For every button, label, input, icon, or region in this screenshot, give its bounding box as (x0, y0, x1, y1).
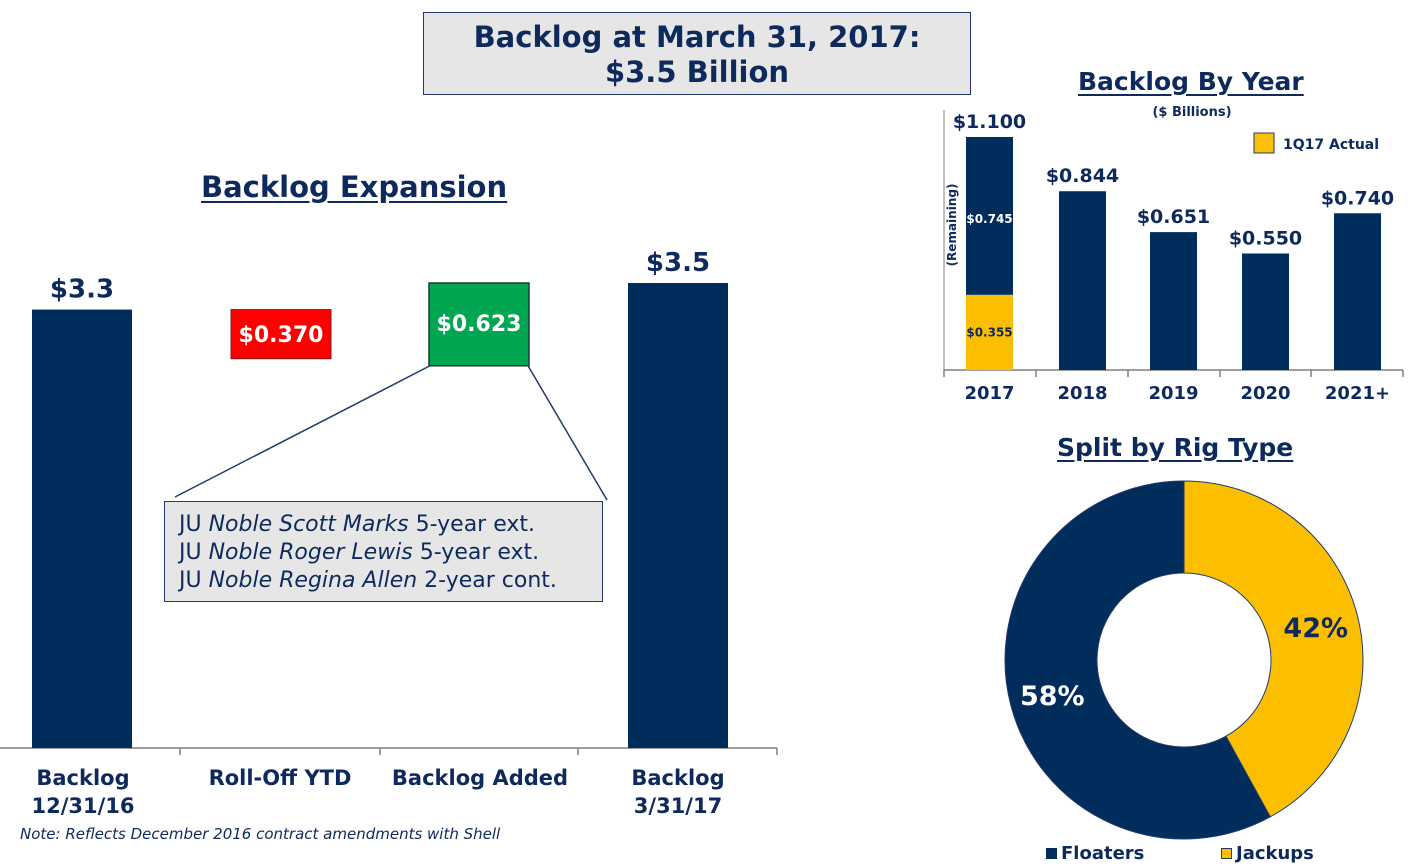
bar-segment-remaining (1334, 213, 1381, 370)
x-tick-label: 2020 (1240, 383, 1290, 404)
legend-swatch-1q17 (1253, 132, 1275, 154)
bar-segment-remaining (1242, 253, 1289, 370)
rig-name: Noble Regina Allen (208, 568, 418, 593)
side-axis-label: (Remaining) (945, 184, 959, 267)
bar-segment-remaining (966, 137, 1013, 295)
bar-roll-off (230, 309, 332, 360)
bar-segment-remaining (1059, 191, 1106, 370)
jackups-swatch (1221, 848, 1232, 859)
bar-total-label: $0.550 (1229, 228, 1302, 250)
bar-total-label: $0.651 (1137, 206, 1210, 228)
callout-leader-line (527, 365, 608, 501)
legend-label-1q17: 1Q17 Actual (1283, 137, 1379, 153)
bar-segment-remaining (1150, 232, 1197, 370)
page-title-line-2: $3.5 Billion (604, 55, 790, 89)
rig-type-donut-chart: 42% 58% (1004, 480, 1364, 840)
backlog-added-callout: JU Noble Scott Marks 5-year ext. JU Nobl… (164, 501, 603, 602)
waterfall-category-label: Backlog Added (391, 766, 569, 790)
bar-segment-label: $0.355 (966, 325, 1012, 339)
x-tick-label: 2017 (964, 383, 1014, 404)
legend-floaters: Floaters (1046, 843, 1144, 864)
legend-jackups: Jackups (1221, 843, 1314, 864)
page-title-box: Backlog at March 31, 2017: $3.5 Billion (423, 12, 971, 95)
backlog-by-year-title: Backlog By Year (1078, 67, 1304, 96)
waterfall-chart: $3.3 $0.370 $0.623 $3.5 (0, 248, 778, 755)
bar-backlog-start (32, 309, 132, 748)
bar-backlog-added (428, 282, 530, 367)
x-tick-label: 2019 (1148, 383, 1198, 404)
footnote: Note: Reflects December 2016 contract am… (20, 825, 501, 843)
bar-segment-1q17-actual (966, 294, 1013, 370)
bar-total-label: $1.100 (953, 111, 1026, 133)
donut-slice-floaters (1004, 480, 1271, 840)
bar-value-label: $3.3 (50, 275, 114, 305)
bar-segment-label: $0.745 (966, 212, 1012, 226)
callout-leader-line (174, 365, 431, 498)
waterfall-category-label: Backlog 12/31/16 (31, 766, 135, 818)
bar-value-label: $0.370 (239, 323, 324, 348)
callout-line: JU Noble Roger Lewis 5-year ext. (179, 540, 540, 565)
x-tick-label: 2021+ (1325, 383, 1390, 404)
bar-backlog-end (628, 283, 728, 748)
waterfall-chart-title: Backlog Expansion (201, 170, 508, 204)
bar-value-label: $0.623 (437, 312, 522, 337)
backlog-by-year-chart: ($ Billions) $0.355 $0.745 $1.100 2017 $0.844… (943, 105, 1404, 404)
bar-total-label: $0.844 (1046, 165, 1119, 187)
rig-name: Noble Scott Marks (208, 512, 409, 537)
donut-slice-label: 58% (1020, 681, 1085, 712)
donut-slice-jackups (1183, 480, 1364, 818)
x-tick-label: 2018 (1057, 383, 1107, 404)
donut-slice-label: 42% (1283, 613, 1348, 644)
callout-line: JU Noble Regina Allen 2-year cont. (179, 568, 557, 593)
bar-total-label: $0.740 (1321, 187, 1394, 209)
floaters-swatch (1046, 848, 1057, 859)
bar-value-label: $3.5 (646, 248, 710, 278)
chart-subtitle: ($ Billions) (1152, 105, 1231, 120)
rig-type-title: Split by Rig Type (1057, 433, 1294, 462)
waterfall-category-label: Roll-Off YTD (208, 766, 352, 790)
rig-name: Noble Roger Lewis (208, 540, 413, 565)
waterfall-category-label: Backlog 3/31/17 (631, 766, 725, 818)
page-title-line-1: Backlog at March 31, 2017: (473, 20, 921, 54)
callout-line: JU Noble Scott Marks 5-year ext. (179, 512, 535, 537)
